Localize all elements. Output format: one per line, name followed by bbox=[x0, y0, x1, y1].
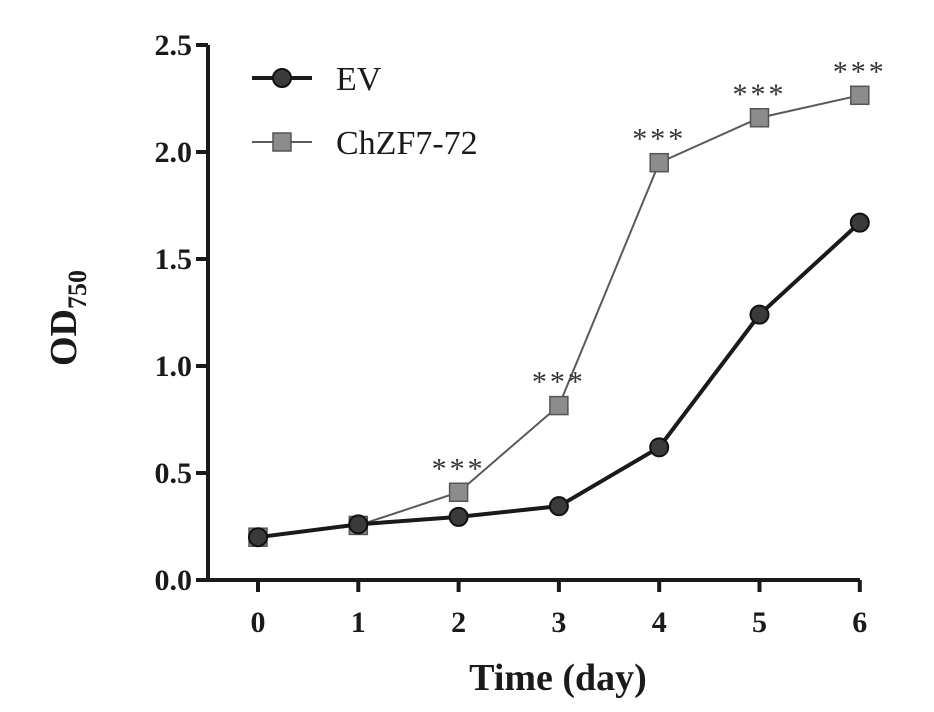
x-tick-label: 3 bbox=[551, 606, 566, 639]
data-point bbox=[548, 496, 569, 517]
y-axis-title-main: OD bbox=[43, 309, 85, 366]
legend-marker bbox=[272, 68, 292, 88]
y-tick-label: 1.0 bbox=[155, 350, 193, 383]
legend-item: EV bbox=[252, 61, 382, 98]
x-tick-label: 2 bbox=[451, 606, 466, 639]
x-axis-ticks: 0 1 2 3 4 5 6 bbox=[251, 580, 867, 639]
legend-item: ChZF7-72 bbox=[252, 125, 478, 162]
data-point bbox=[749, 108, 770, 128]
y-tick-label: 0.5 bbox=[155, 457, 193, 490]
data-point bbox=[248, 527, 268, 548]
data-point bbox=[850, 85, 870, 106]
x-tick-label: 6 bbox=[852, 606, 867, 639]
y-axis-title: OD750 bbox=[43, 270, 92, 366]
legend-label: EV bbox=[336, 61, 382, 98]
x-tick-label: 5 bbox=[752, 606, 767, 639]
y-tick-label: 2.0 bbox=[155, 136, 193, 169]
data-point bbox=[549, 395, 569, 416]
x-tick-label: 1 bbox=[351, 606, 366, 639]
significance-label: *** bbox=[432, 452, 486, 485]
legend: EV ChZF7-72 bbox=[252, 61, 478, 162]
y-tick-label: 2.5 bbox=[155, 29, 193, 62]
axes bbox=[206, 45, 860, 582]
y-tick-label: 1.5 bbox=[155, 243, 193, 276]
y-axis-ticks: 0.0 0.5 1.0 1.5 2.0 2.5 bbox=[155, 29, 208, 597]
significance-annotations: *** *** *** *** *** bbox=[432, 55, 887, 485]
data-point bbox=[649, 437, 670, 458]
x-tick-label: 0 bbox=[251, 606, 266, 639]
significance-label: *** bbox=[833, 55, 887, 88]
data-point bbox=[448, 506, 469, 527]
legend-label: ChZF7-72 bbox=[336, 125, 478, 162]
series-ev bbox=[248, 212, 870, 548]
y-axis-title-subscript: 750 bbox=[63, 270, 92, 309]
data-point bbox=[849, 212, 870, 233]
significance-label: *** bbox=[632, 123, 686, 156]
legend-marker bbox=[272, 132, 292, 152]
data-point bbox=[448, 482, 469, 503]
series-layer bbox=[248, 85, 870, 548]
data-point bbox=[749, 304, 770, 325]
significance-label: *** bbox=[532, 366, 586, 399]
x-tick-label: 4 bbox=[652, 606, 667, 639]
x-axis-title: Time (day) bbox=[469, 657, 647, 699]
y-tick-label: 0.0 bbox=[155, 564, 193, 597]
data-point bbox=[348, 514, 369, 535]
data-point bbox=[649, 152, 669, 173]
significance-label: *** bbox=[733, 78, 787, 111]
